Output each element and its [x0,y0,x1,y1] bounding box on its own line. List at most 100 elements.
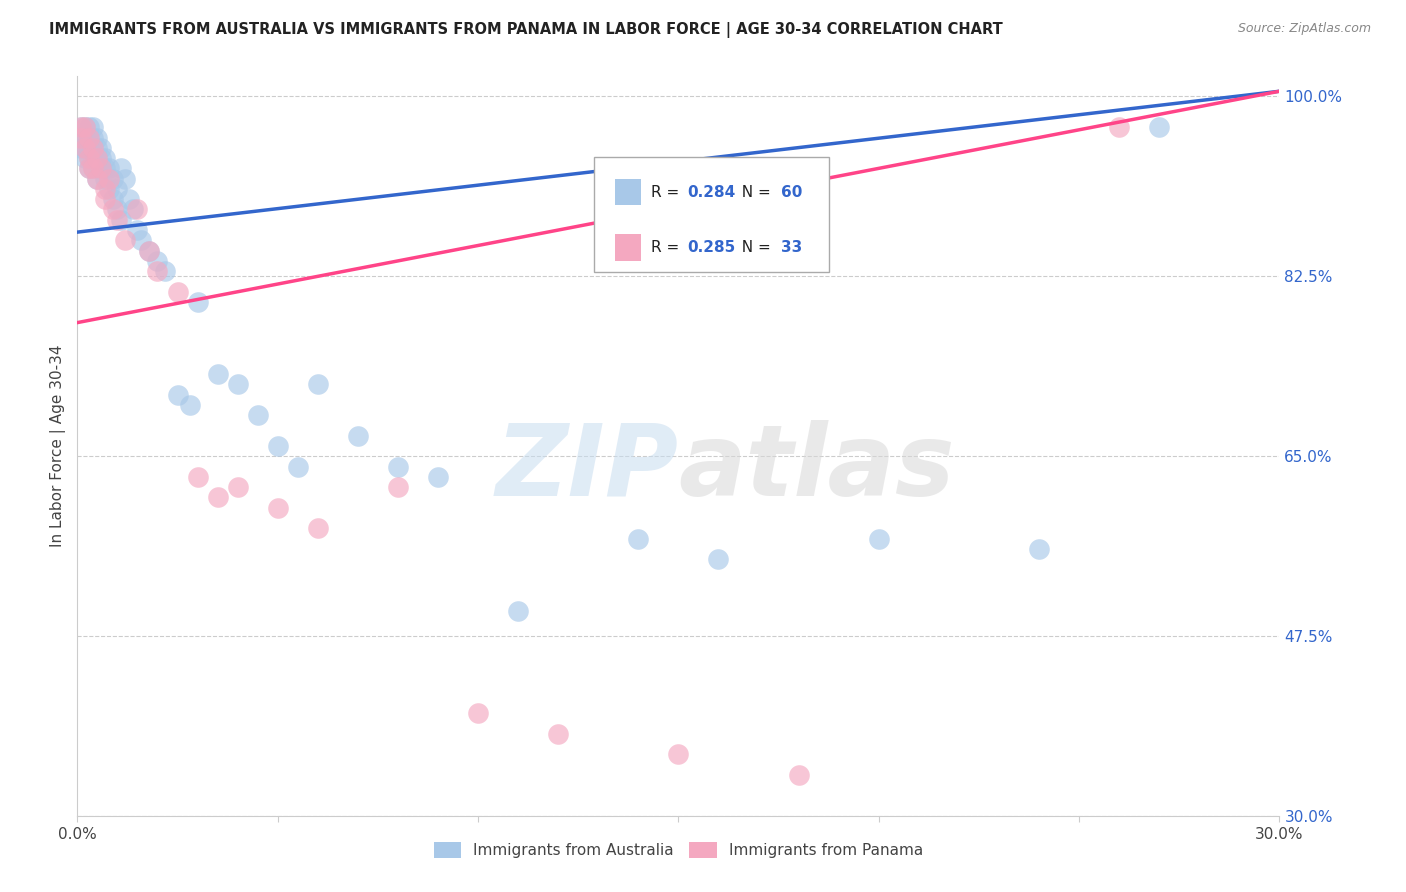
Point [110,212,132,227]
Point [79,141,101,155]
FancyBboxPatch shape [595,157,828,272]
Point [114,171,136,186]
Point [79,161,101,176]
Point [82,161,104,176]
Point [267,500,290,515]
Point [307,377,329,392]
Point [127,202,149,217]
Text: IMMIGRANTS FROM AUSTRALIA VS IMMIGRANTS FROM PANAMA IN LABOR FORCE | AGE 30-34 C: IMMIGRANTS FROM AUSTRALIA VS IMMIGRANTS … [49,22,1002,38]
Point [70,141,93,155]
Point [179,398,201,412]
Point [82,130,104,145]
Point [79,130,101,145]
Point [98,161,121,176]
Point [75,151,97,165]
Text: 0.285: 0.285 [686,240,735,255]
Point [90,151,112,165]
FancyBboxPatch shape [614,235,641,260]
Point [86,141,108,155]
Point [103,192,125,206]
Point [86,151,108,165]
Y-axis label: In Labor Force | Age 30-34: In Labor Force | Age 30-34 [51,344,66,548]
Point [79,151,101,165]
Point [122,202,145,217]
Point [90,161,112,176]
Point [103,202,125,217]
Point [94,151,117,165]
Point [98,182,121,196]
Point [86,171,108,186]
Point [668,747,690,762]
Text: 0.284: 0.284 [686,185,735,200]
Point [166,285,188,299]
Point [70,130,93,145]
Point [82,141,104,155]
Text: N =: N = [733,240,776,255]
Point [82,161,104,176]
Point [82,120,104,135]
Point [387,480,409,494]
Point [387,459,409,474]
Point [287,459,309,474]
Text: R =: R = [651,185,683,200]
Point [1028,541,1050,556]
Point [75,130,97,145]
Point [707,552,730,566]
Point [787,768,810,782]
Text: N =: N = [733,185,776,200]
Point [186,295,209,310]
Point [307,521,329,535]
Point [98,171,121,186]
Point [70,130,93,145]
Point [79,120,101,135]
Point [118,192,141,206]
Point [107,182,129,196]
Point [127,223,149,237]
Point [75,141,97,155]
Point [79,161,101,176]
Point [70,120,93,135]
Point [70,120,93,135]
Point [75,120,97,135]
Point [94,161,117,176]
Point [1149,120,1171,135]
Point [75,141,97,155]
Point [186,470,209,484]
Point [226,480,249,494]
Text: atlas: atlas [679,420,955,516]
Point [226,377,249,392]
Point [347,428,370,442]
Point [79,151,101,165]
Point [427,470,450,484]
Point [146,254,169,268]
Point [246,408,269,422]
Text: R =: R = [651,240,683,255]
Point [155,264,177,278]
Point [146,264,169,278]
Point [207,367,229,381]
Text: 33: 33 [780,240,801,255]
Point [627,532,650,546]
Point [114,233,136,247]
Point [82,141,104,155]
Point [207,491,229,505]
Point [75,120,97,135]
Point [86,130,108,145]
Point [508,603,530,617]
Text: 60: 60 [780,185,801,200]
Text: Source: ZipAtlas.com: Source: ZipAtlas.com [1237,22,1371,36]
Point [166,387,188,401]
Legend: Immigrants from Australia, Immigrants from Panama: Immigrants from Australia, Immigrants fr… [427,836,929,864]
Point [90,161,112,176]
Point [86,171,108,186]
FancyBboxPatch shape [614,178,641,205]
Point [107,212,129,227]
Point [110,161,132,176]
Point [94,192,117,206]
Point [90,141,112,155]
Point [103,171,125,186]
Point [138,244,160,258]
Point [868,532,890,546]
Point [79,130,101,145]
Text: ZIP: ZIP [495,420,679,516]
